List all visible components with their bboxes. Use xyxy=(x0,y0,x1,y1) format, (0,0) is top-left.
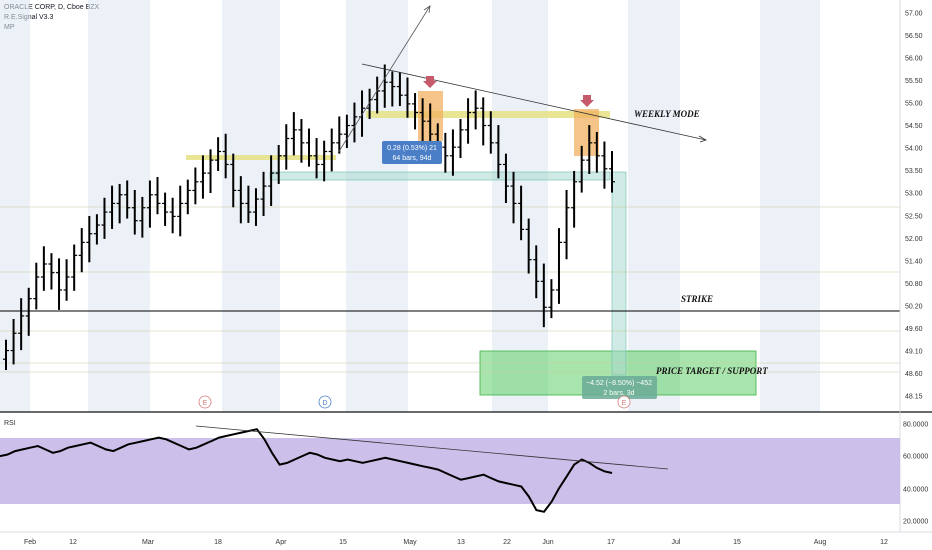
session-band xyxy=(346,0,408,412)
price-tick-label: 51.40 xyxy=(905,258,923,265)
chart-title: ORACLE CORP, D, Cboe BZX xyxy=(4,4,100,11)
time-tick-label: 17 xyxy=(607,539,615,546)
trend-arrow-up xyxy=(337,5,431,154)
measure-zone-2 xyxy=(611,171,627,376)
price-tick-label: 53.50 xyxy=(905,168,923,175)
time-tick-label: Apr xyxy=(276,539,288,546)
price-tick-label: 52.00 xyxy=(905,236,923,243)
price-tick-label: 55.50 xyxy=(905,78,923,85)
time-tick-label: 12 xyxy=(69,539,77,546)
time-tick-label: 22 xyxy=(503,539,511,546)
candles xyxy=(3,64,615,371)
measure-label-2b: 2 bars, 3d xyxy=(603,390,634,397)
rsi-label: RSI xyxy=(4,420,16,427)
strike-label: STRIKE xyxy=(681,294,713,304)
price-tick-label: 56.50 xyxy=(905,33,923,40)
time-tick-label: 15 xyxy=(339,539,347,546)
measure-label-2a: −4.52 (−8.50%) −452 xyxy=(586,380,652,387)
price-tick-label: 55.00 xyxy=(905,101,923,108)
measure-label-1b: 64 bars, 94d xyxy=(393,155,432,162)
price-tick-label: 54.50 xyxy=(905,123,923,130)
orange-zone-2 xyxy=(574,109,599,156)
price-tick-label: 48.15 xyxy=(905,394,923,401)
price-tick-label: 57.00 xyxy=(905,11,923,18)
price-tick-label: 56.00 xyxy=(905,56,923,63)
price-tick-label: 52.50 xyxy=(905,213,923,220)
arrowhead-down xyxy=(698,135,707,143)
price-tick-label: 53.00 xyxy=(905,191,923,198)
time-tick-label: 18 xyxy=(214,539,222,546)
time-tick-label: May xyxy=(403,539,417,546)
price-tick-label: 48.60 xyxy=(905,371,923,378)
session-band xyxy=(0,0,30,412)
session-band xyxy=(760,0,820,412)
resistance-zone-2 xyxy=(366,111,610,118)
rsi-tick-label: 60.0000 xyxy=(903,454,928,461)
time-tick-label: 12 xyxy=(880,539,888,546)
price-tick-label: 49.60 xyxy=(905,326,923,333)
rsi-axis: 80.0000 60.0000 40.0000 20.0000 xyxy=(903,422,928,526)
price-target-label: PRICE TARGET / SUPPORT xyxy=(656,366,768,376)
price-tick-label: 49.10 xyxy=(905,348,923,355)
session-band xyxy=(492,0,548,412)
rsi-tick-label: 20.0000 xyxy=(903,519,928,526)
earnings-marker-1: E xyxy=(198,395,212,409)
time-tick-label: Feb xyxy=(24,539,36,546)
rsi-tick-label: 80.0000 xyxy=(903,422,928,429)
measure-label-box-1 xyxy=(382,141,442,164)
resistance-zone-1 xyxy=(186,155,336,160)
time-tick-label: 13 xyxy=(457,539,465,546)
price-axis: 57.00 56.50 56.00 55.50 55.00 54.50 54.00 53.50… xyxy=(905,11,923,401)
time-tick-label: Jun xyxy=(542,539,553,546)
price-tick-label: 54.00 xyxy=(905,146,923,153)
time-tick-label: Mar xyxy=(142,539,155,546)
time-axis: Feb 12 Mar 18 Apr 15 May 13 22 Jun 17 Jul 15 Aug 12 xyxy=(24,539,888,546)
dividend-marker-text: D xyxy=(322,400,327,407)
time-tick-label: 15 xyxy=(733,539,741,546)
measure-label-1a: 0.28 (0.53%) 21 xyxy=(387,145,437,152)
background-bands xyxy=(0,0,820,412)
weekly-mode-label: WEEKLY MODE xyxy=(634,109,700,119)
earnings-marker-2-text: E xyxy=(622,400,627,407)
dividend-marker: D xyxy=(318,395,332,409)
rsi-line xyxy=(0,428,613,513)
time-tick-label: Aug xyxy=(814,539,827,546)
session-band xyxy=(628,0,680,412)
arrowhead-up xyxy=(423,5,431,14)
sell-signal-marker-1 xyxy=(423,76,437,88)
price-tick-label: 50.80 xyxy=(905,281,923,288)
measure-label-box-2 xyxy=(582,376,657,399)
trend-line-down xyxy=(361,63,707,141)
measure-zone-1 xyxy=(269,171,611,181)
rsi-tick-label: 40.0000 xyxy=(903,487,928,494)
price-tick-label: 50.20 xyxy=(905,303,923,310)
rsi-band xyxy=(0,438,900,504)
rsi-trend-line xyxy=(195,425,669,470)
time-tick-label: Jul xyxy=(672,539,681,546)
earnings-marker-1-text: E xyxy=(203,400,208,407)
earnings-marker-2: E xyxy=(617,395,631,409)
sell-signal-marker-2 xyxy=(580,95,594,107)
